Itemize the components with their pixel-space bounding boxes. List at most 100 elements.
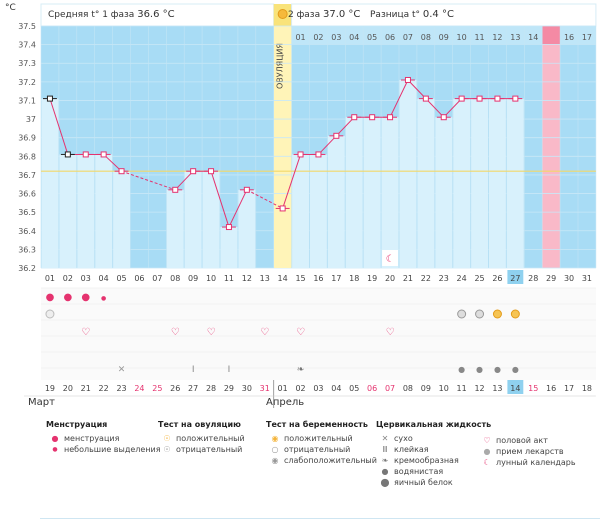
y-tick-label: 36.6	[18, 190, 36, 199]
legend-item-label: клейкая	[394, 445, 429, 454]
phase2-day-label: 16	[564, 33, 574, 42]
legend-item: ◉ слабоположительный	[266, 455, 377, 466]
y-tick-label: 37.1	[18, 96, 36, 105]
watery-icon: ●	[494, 365, 501, 374]
temperature-bar	[292, 154, 309, 268]
sun-positive-icon: ☉	[163, 434, 171, 443]
temperature-bar	[166, 189, 184, 268]
y-tick-label: 36.7	[18, 171, 36, 180]
pill-icon	[45, 309, 55, 319]
phase2-day-label: 17	[582, 33, 592, 42]
legend-ovulation-title: Тест на овуляцию	[158, 420, 241, 429]
legend-item: ◉ положительный	[266, 433, 377, 444]
heart-icon: ♡	[386, 327, 395, 338]
cycle-day-label: 05	[116, 274, 126, 283]
y-tick-label: 36.8	[18, 152, 36, 161]
sticky-icon: Ⅲ	[382, 445, 388, 454]
temperature-point	[297, 151, 304, 158]
temperature-line-segment	[335, 116, 355, 137]
cycle-day-label: 02	[63, 274, 73, 283]
calendar-date-label: 02	[295, 384, 305, 393]
cycle-day-label: 25	[474, 274, 484, 283]
temperature-difference: Разница t° 0.4 °C	[370, 9, 454, 20]
watery-icon: ●	[476, 365, 483, 374]
temperature-line-segment	[407, 79, 427, 99]
legend-item: ● небольшие выделения	[46, 444, 160, 455]
cycle-day-label: 26	[492, 274, 502, 283]
sun-negative-icon	[475, 309, 485, 319]
y-tick-label: 36.5	[18, 208, 36, 217]
temperature-bar	[220, 227, 238, 268]
sun-positive-icon	[510, 309, 520, 319]
legend-item: ❧ кремообразная	[376, 455, 491, 466]
phase1-value: 36.6 °C	[137, 9, 175, 20]
temperature-point	[64, 151, 71, 158]
heart-icon: ♡	[260, 327, 269, 338]
phase2-day-label: 07	[403, 33, 413, 42]
legend-item: ♡ половой акт	[478, 435, 576, 446]
sticky-icon: I	[192, 365, 195, 375]
calendar-date-label: 25	[152, 384, 162, 393]
y-tick-label: 37.4	[18, 41, 36, 50]
calendar-date-label: 19	[45, 384, 55, 393]
calendar-date-label: 13	[492, 384, 502, 393]
temperature-bar	[435, 117, 453, 268]
y-tick-label: 36.4	[18, 227, 36, 236]
cycle-day-label: 15	[295, 274, 305, 283]
temperature-point	[333, 132, 340, 139]
legend-item: ○ отрицательный	[266, 444, 377, 455]
legend-ovulation-test: Тест на овуляцию ☉ положительный ☉ отрицат…	[158, 420, 245, 455]
calendar-date-label: 30	[242, 384, 252, 393]
temperature-line-dashed	[121, 170, 176, 191]
pill-icon: ●	[483, 447, 491, 456]
cycle-day-label: 22	[421, 274, 431, 283]
moon-icon: ☾	[483, 458, 491, 467]
drop-full-icon: ●	[63, 292, 72, 303]
cycle-day-label: 17	[331, 274, 341, 283]
eggwhite-icon: ⬤	[380, 478, 390, 487]
legend-item-label: отрицательный	[176, 445, 243, 454]
cycle-day-label: 27	[510, 274, 520, 283]
highlight-day-header	[542, 26, 561, 44]
phase2-label-row	[291, 26, 596, 44]
legend-other: ♡ половой акт ● прием лекарств ☾ лунный кал…	[478, 435, 576, 468]
watery-icon: ●	[512, 365, 519, 374]
symbol-grid	[41, 288, 596, 380]
cycle-day-label: 20	[385, 274, 395, 283]
temperature-bar	[95, 154, 113, 268]
temperature-bar	[274, 208, 292, 268]
temperature-point	[422, 95, 429, 102]
cycle-day-label: 29	[546, 274, 556, 283]
cycle-day-label: 14	[278, 274, 288, 283]
cup-weak-icon: ◉	[271, 456, 279, 465]
temperature-line-segment	[49, 98, 69, 155]
legend-item: ● водянистая	[376, 466, 491, 477]
legend-item-label: кремообразная	[394, 456, 459, 465]
calendar-date-label: 06	[367, 384, 377, 393]
cup-negative-icon: ○	[271, 445, 279, 454]
y-tick-label: 36.9	[18, 134, 36, 143]
legend-item-label: яичный белок	[394, 478, 453, 487]
phase2-day-label: 02	[313, 33, 323, 42]
temperature-bar	[327, 135, 345, 268]
calendar-date-label: 03	[313, 384, 323, 393]
calendar-today-highlight	[507, 380, 524, 394]
legend-menses-title: Менструация	[46, 420, 108, 429]
calendar-date-label: 10	[439, 384, 449, 393]
cycle-day-label: 03	[81, 274, 91, 283]
temperature-point	[369, 114, 376, 121]
today-highlight	[507, 270, 524, 284]
legend-item-label: половой акт	[496, 436, 548, 445]
phase2-day-label: 12	[492, 33, 502, 42]
temperature-point	[315, 151, 322, 158]
temperature-bar	[345, 117, 363, 268]
temperature-bar	[238, 189, 256, 268]
phase2-day-label: 01	[295, 33, 305, 42]
cycle-day-label: 07	[152, 274, 162, 283]
temperature-line-segment	[228, 189, 248, 228]
temperature-point	[82, 151, 89, 158]
temperature-point	[458, 95, 465, 102]
